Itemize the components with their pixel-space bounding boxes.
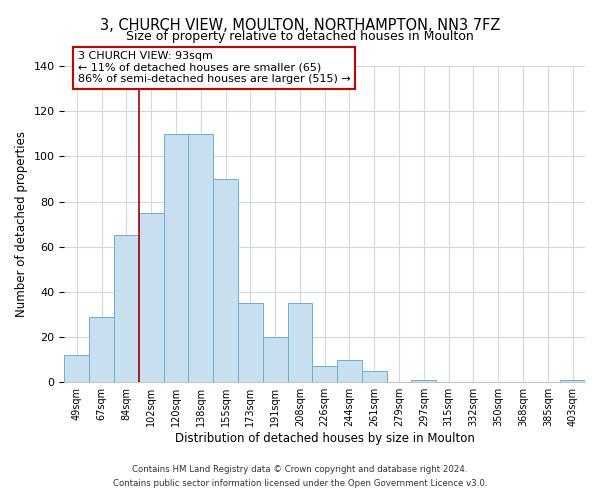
- Bar: [313, 366, 337, 382]
- Bar: [114, 236, 139, 382]
- Bar: [238, 303, 263, 382]
- Text: 3 CHURCH VIEW: 93sqm
← 11% of detached houses are smaller (65)
86% of semi-detac: 3 CHURCH VIEW: 93sqm ← 11% of detached h…: [77, 51, 350, 84]
- Bar: [64, 355, 89, 382]
- Bar: [287, 303, 313, 382]
- Y-axis label: Number of detached properties: Number of detached properties: [15, 131, 28, 317]
- Bar: [139, 213, 164, 382]
- Bar: [188, 134, 213, 382]
- Bar: [263, 337, 287, 382]
- Bar: [89, 316, 114, 382]
- Text: Contains HM Land Registry data © Crown copyright and database right 2024.
Contai: Contains HM Land Registry data © Crown c…: [113, 466, 487, 487]
- Bar: [337, 360, 362, 382]
- Bar: [560, 380, 585, 382]
- Bar: [213, 179, 238, 382]
- Bar: [164, 134, 188, 382]
- Bar: [412, 380, 436, 382]
- Text: 3, CHURCH VIEW, MOULTON, NORTHAMPTON, NN3 7FZ: 3, CHURCH VIEW, MOULTON, NORTHAMPTON, NN…: [100, 18, 500, 32]
- Bar: [362, 371, 386, 382]
- X-axis label: Distribution of detached houses by size in Moulton: Distribution of detached houses by size …: [175, 432, 475, 445]
- Text: Size of property relative to detached houses in Moulton: Size of property relative to detached ho…: [126, 30, 474, 43]
